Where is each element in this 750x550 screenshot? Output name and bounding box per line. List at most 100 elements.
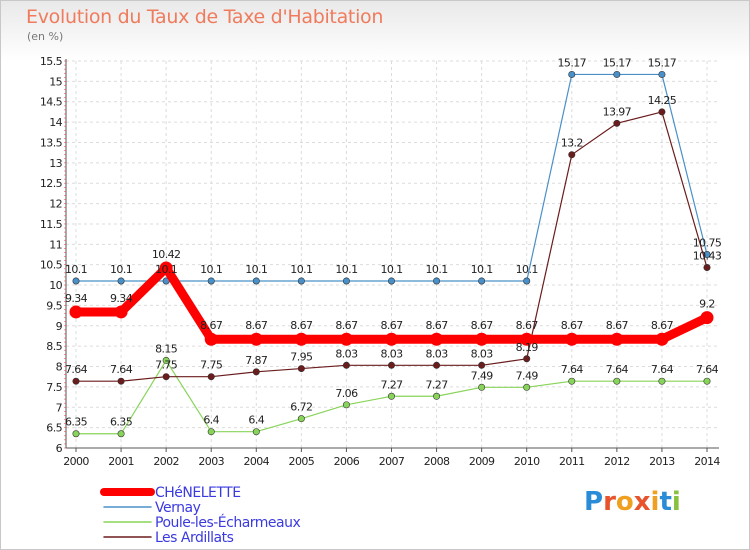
x-tick-label: 2003 (198, 455, 224, 468)
data-point (568, 70, 576, 78)
x-tick-label: 2009 (469, 455, 495, 468)
data-point (252, 277, 260, 285)
y-tick-label: 7.5 (46, 381, 62, 394)
data-label: 8.67 (471, 319, 494, 332)
data-label: 9.2 (699, 298, 715, 311)
data-point (703, 264, 711, 272)
data-point (385, 332, 398, 346)
data-point (433, 361, 441, 369)
x-tick-label: 2002 (153, 455, 179, 468)
y-tick-label: 8.5 (46, 340, 62, 353)
y-tick-label: 15.5 (40, 55, 63, 68)
data-label: 8.67 (245, 319, 268, 332)
data-label: 8.03 (426, 347, 449, 360)
data-label: 7.64 (606, 363, 629, 376)
data-point (342, 401, 350, 409)
x-tick-label: 2001 (108, 455, 134, 468)
data-point (297, 277, 305, 285)
chart-title: Evolution du Taux de Taxe d'Habitation (26, 6, 384, 28)
logo-letter: i (650, 487, 660, 517)
y-tick-label: 14 (49, 116, 62, 129)
data-point (387, 277, 395, 285)
data-label: 7.95 (290, 351, 313, 364)
data-label: 7.87 (245, 354, 268, 367)
x-tick-label: 2006 (334, 455, 360, 468)
data-label: 7.06 (335, 387, 358, 400)
data-point (252, 368, 260, 376)
data-point (207, 373, 215, 381)
y-tick-label: 8 (56, 361, 63, 374)
data-label: 8.67 (200, 319, 223, 332)
y-tick-label: 10 (49, 279, 62, 292)
data-point (117, 430, 125, 438)
data-label: 7.64 (651, 363, 674, 376)
y-tick-label: 6.5 (46, 422, 62, 435)
data-label: 8.03 (380, 347, 403, 360)
logo-letter: P (584, 487, 604, 517)
y-tick-label: 12.5 (40, 177, 63, 190)
data-label: 10.43 (693, 250, 722, 263)
data-label: 15.17 (648, 56, 677, 69)
data-label: 8.15 (155, 342, 178, 355)
data-point (342, 277, 350, 285)
data-label: 15.17 (603, 56, 632, 69)
y-tick-label: 11 (49, 238, 62, 251)
data-label: 7.75 (155, 359, 178, 372)
y-unit-label: (en %) (27, 30, 64, 43)
x-tick-label: 2012 (604, 455, 630, 468)
data-label: 10.1 (110, 263, 132, 276)
data-label: 10.42 (152, 248, 181, 261)
data-point (69, 305, 83, 319)
data-point (703, 377, 711, 385)
data-label: 8.03 (335, 347, 358, 360)
data-point (342, 361, 350, 369)
data-label: 8.67 (516, 319, 539, 332)
data-point (252, 428, 260, 436)
data-point (249, 332, 263, 346)
data-point (433, 392, 441, 400)
data-label: 8.67 (335, 319, 358, 332)
data-point (658, 70, 666, 78)
data-point (658, 108, 666, 116)
data-label: 8.67 (380, 319, 403, 332)
data-point (520, 332, 534, 346)
logo-letter: i (671, 487, 681, 517)
legend: CHéNELETTEVernayPoule-les-ÉcharmeauxLes … (100, 485, 301, 546)
data-label: 6.72 (290, 401, 312, 414)
data-label: 10.1 (200, 263, 222, 276)
data-label: 10.1 (335, 263, 357, 276)
data-point (613, 70, 621, 78)
data-point (655, 332, 669, 346)
data-label: 14.25 (648, 94, 677, 107)
data-point (475, 332, 489, 346)
y-tick-label: 9.5 (46, 299, 62, 312)
y-tick-label: 6 (56, 442, 63, 455)
data-point (117, 377, 125, 385)
data-label: 6.35 (65, 416, 88, 429)
data-label: 15.17 (558, 56, 587, 69)
data-point (159, 261, 173, 275)
data-point (613, 377, 621, 385)
logo-letter: r (603, 487, 616, 517)
data-point (297, 415, 305, 423)
data-label: 10.1 (65, 263, 87, 276)
y-tick-label: 11.5 (40, 218, 63, 231)
x-tick-label: 2013 (649, 455, 675, 468)
data-point (162, 356, 170, 364)
legend-label: CHéNELETTE (155, 485, 241, 501)
data-label: 7.49 (516, 369, 539, 382)
data-label: 7.64 (696, 363, 719, 376)
data-label: 7.75 (200, 359, 223, 372)
data-point (387, 361, 395, 369)
data-point (433, 277, 441, 285)
data-point (700, 311, 714, 325)
data-point (568, 377, 576, 385)
data-point (478, 277, 486, 285)
y-tick-label: 12 (49, 198, 62, 211)
data-point (523, 277, 531, 285)
plot-area (66, 61, 719, 448)
legend-label: Poule-les-Écharmeaux (155, 514, 300, 531)
data-point (117, 277, 125, 285)
data-label: 10.75 (693, 237, 722, 250)
